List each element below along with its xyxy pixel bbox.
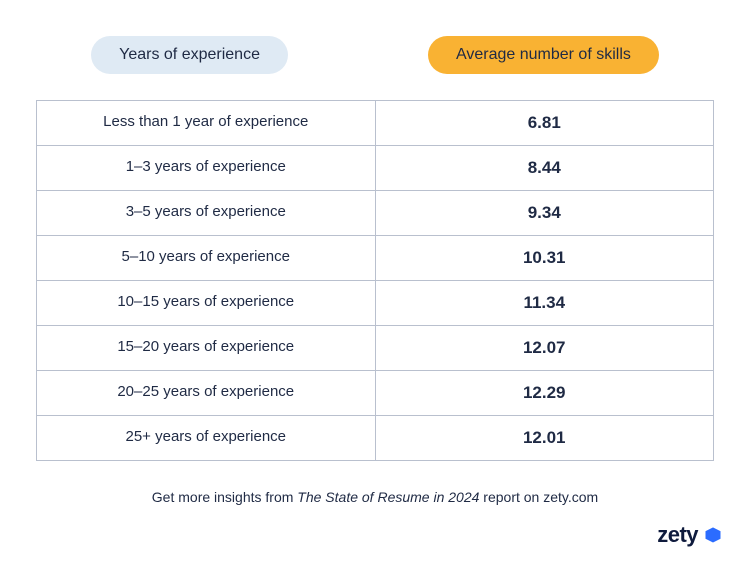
caption-suffix: report on zety.com [479,489,598,505]
logo-cube-icon [704,526,722,544]
caption: Get more insights from The State of Resu… [36,489,714,505]
table-row: 3–5 years of experience9.34 [36,191,714,236]
table-row: 1–3 years of experience8.44 [36,146,714,191]
table-cell-label: 15–20 years of experience [37,326,376,370]
table-cell-value: 9.34 [376,191,714,235]
table-cell-label: 3–5 years of experience [37,191,376,235]
table-cell-label: 1–3 years of experience [37,146,376,190]
table-row: Less than 1 year of experience6.81 [36,100,714,146]
skills-table: Less than 1 year of experience6.811–3 ye… [36,100,714,461]
table-row: 25+ years of experience12.01 [36,416,714,461]
table-cell-value: 11.34 [376,281,714,325]
table-row: 10–15 years of experience11.34 [36,281,714,326]
table-cell-value: 8.44 [376,146,714,190]
table-cell-value: 10.31 [376,236,714,280]
table-cell-value: 12.07 [376,326,714,370]
logo-text: zety [657,522,698,548]
table-cell-label: 20–25 years of experience [37,371,376,415]
table-row: 20–25 years of experience12.29 [36,371,714,416]
header-pill-experience: Years of experience [91,36,288,74]
table-cell-label: Less than 1 year of experience [37,101,376,145]
header-pills: Years of experience Average number of sk… [36,36,714,74]
caption-prefix: Get more insights from [152,489,298,505]
header-pill-skills: Average number of skills [428,36,659,74]
logo: zety [657,522,722,548]
table-row: 5–10 years of experience10.31 [36,236,714,281]
table-cell-label: 10–15 years of experience [37,281,376,325]
table-cell-label: 25+ years of experience [37,416,376,460]
table-row: 15–20 years of experience12.07 [36,326,714,371]
table-cell-label: 5–10 years of experience [37,236,376,280]
caption-italic: The State of Resume in 2024 [297,489,479,505]
table-cell-value: 6.81 [376,101,714,145]
table-cell-value: 12.01 [376,416,714,460]
table-cell-value: 12.29 [376,371,714,415]
